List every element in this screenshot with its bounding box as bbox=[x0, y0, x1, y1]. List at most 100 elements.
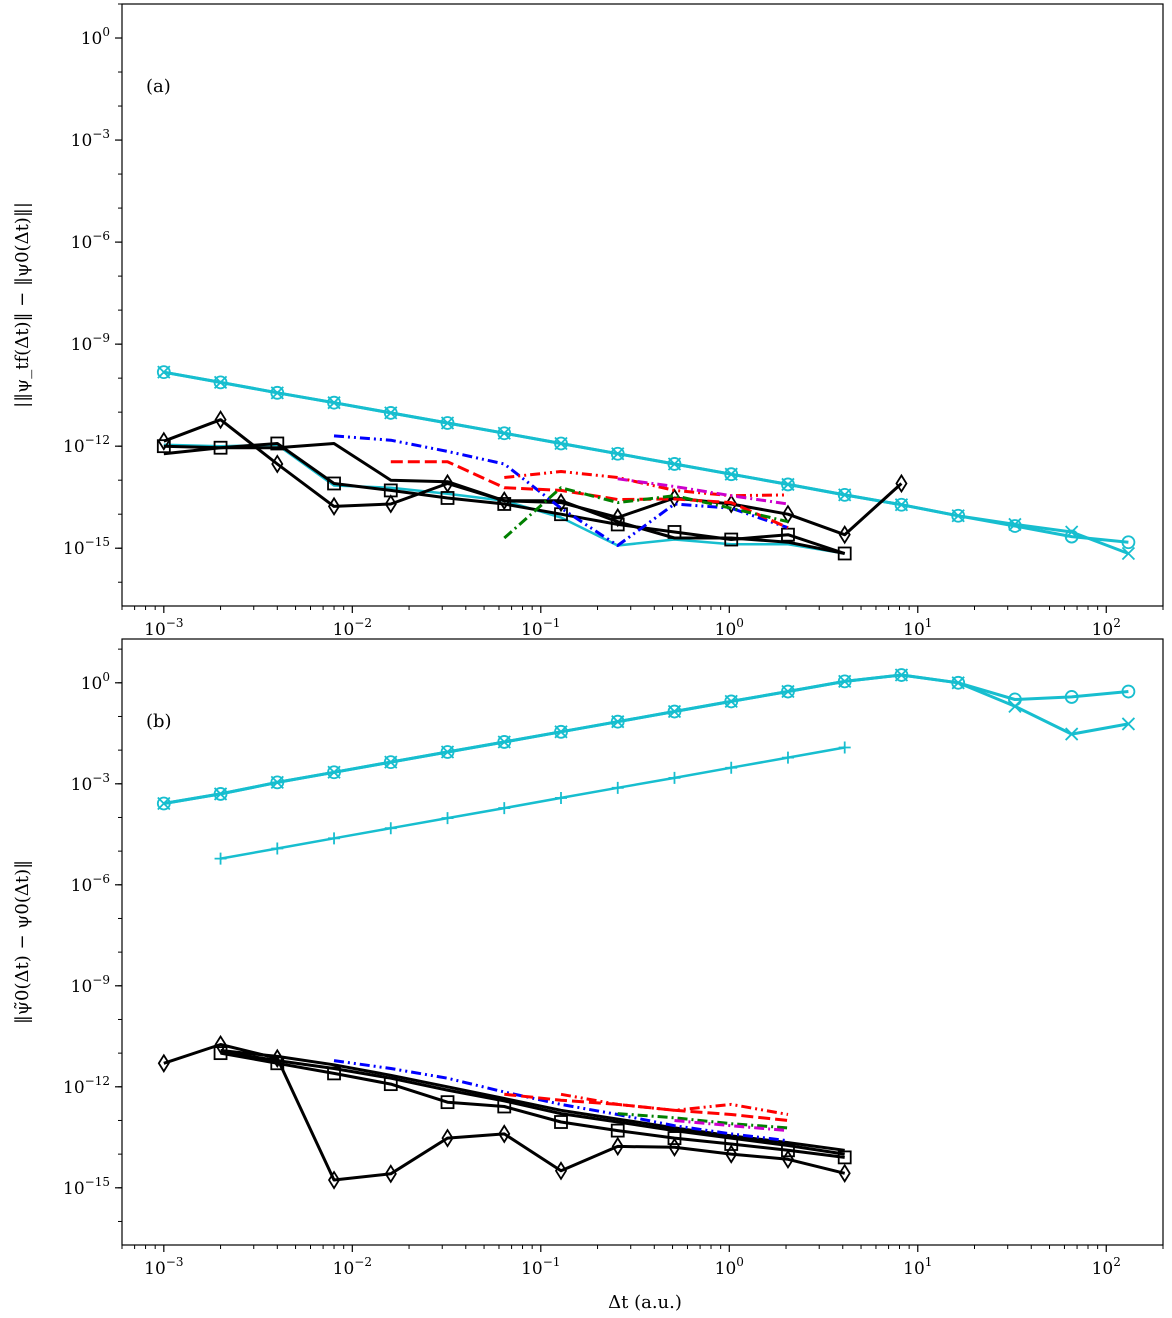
data-point bbox=[384, 755, 398, 769]
data-point bbox=[1121, 684, 1136, 699]
panel-label: (a) bbox=[146, 76, 171, 97]
y-tick-label: 10−12 bbox=[63, 1074, 110, 1098]
data-point bbox=[213, 787, 228, 801]
series-line bbox=[333, 1059, 789, 1143]
data-point bbox=[724, 694, 738, 709]
data-point bbox=[1121, 535, 1136, 550]
data-point bbox=[383, 483, 398, 498]
data-point bbox=[214, 410, 227, 430]
x-tick-label: 10−1 bbox=[521, 1255, 560, 1279]
series-line bbox=[163, 1043, 846, 1182]
data-point bbox=[554, 1161, 568, 1181]
data-point bbox=[667, 704, 682, 719]
y-tick-label: 10−15 bbox=[63, 535, 110, 559]
x-tick-label: 102 bbox=[1092, 1255, 1121, 1279]
data-point bbox=[157, 365, 171, 379]
data-point bbox=[440, 491, 455, 505]
data-point bbox=[498, 1124, 511, 1144]
x-tick-label: 10−2 bbox=[333, 616, 372, 640]
data-point bbox=[555, 791, 568, 804]
data-point bbox=[213, 375, 228, 390]
series-line bbox=[617, 1112, 789, 1130]
data-point bbox=[1064, 690, 1079, 704]
series-line bbox=[163, 370, 1129, 555]
series-line bbox=[220, 1051, 845, 1159]
y-tick-label: 10−15 bbox=[63, 1175, 110, 1199]
y-tick-label: 10−12 bbox=[63, 433, 110, 457]
data-point bbox=[327, 1170, 341, 1190]
data-point bbox=[611, 715, 625, 729]
series-line bbox=[504, 470, 789, 498]
data-point bbox=[781, 504, 795, 524]
data-point bbox=[554, 1115, 568, 1129]
data-point bbox=[838, 488, 852, 502]
panel-b: 10−3 10−2 10−1 100 101 102 100 10−3 10−6 10−9 10−1… bbox=[12, 638, 1164, 1279]
data-point bbox=[157, 1053, 170, 1073]
data-point bbox=[327, 396, 341, 410]
data-point bbox=[724, 467, 738, 481]
data-point bbox=[781, 751, 794, 764]
series-line bbox=[617, 477, 789, 506]
data-point bbox=[441, 1128, 454, 1148]
data-point bbox=[327, 476, 341, 491]
data-point bbox=[725, 1144, 738, 1164]
series-line bbox=[163, 673, 1129, 805]
data-point bbox=[668, 771, 681, 784]
data-point bbox=[1065, 727, 1079, 741]
data-point bbox=[384, 822, 397, 835]
data-point bbox=[327, 765, 341, 779]
x-tick-label: 10−1 bbox=[521, 616, 560, 640]
data-point bbox=[270, 436, 285, 451]
series-line bbox=[560, 1092, 789, 1116]
x-tick-label: 101 bbox=[903, 616, 932, 640]
data-point bbox=[781, 684, 795, 699]
y-tick-label: 10−9 bbox=[71, 973, 110, 997]
data-point bbox=[270, 386, 284, 400]
series-line bbox=[220, 746, 845, 860]
data-point bbox=[497, 426, 511, 440]
data-point bbox=[1065, 525, 1079, 539]
data-point bbox=[1121, 546, 1136, 561]
data-point bbox=[838, 741, 851, 754]
y-axis-label: |‖ψ_tf(Δt)‖ − ‖ψ0(Δt)‖| bbox=[12, 202, 33, 408]
data-point bbox=[895, 473, 908, 494]
data-point bbox=[611, 781, 624, 794]
data-point bbox=[271, 454, 284, 474]
data-point bbox=[1008, 699, 1022, 713]
y-tick-label: 100 bbox=[81, 670, 110, 694]
panel-a: 10−3 10−2 10−1 100 101 102 100 10−3 10−6 10−9 10−1… bbox=[12, 3, 1164, 640]
y-tick-label: 10−6 bbox=[71, 229, 110, 253]
x-axis-label: Δt (a.u.) bbox=[608, 1292, 682, 1313]
series-line bbox=[220, 1050, 845, 1156]
y-tick-label: 100 bbox=[81, 25, 110, 49]
data-point bbox=[497, 735, 511, 749]
data-point bbox=[157, 431, 170, 451]
data-point bbox=[554, 436, 568, 451]
data-point bbox=[611, 1136, 624, 1157]
data-point bbox=[384, 1164, 397, 1184]
data-point bbox=[781, 527, 795, 542]
data-point bbox=[327, 496, 341, 517]
data-point bbox=[725, 761, 738, 774]
x-tick-label: 102 bbox=[1092, 616, 1121, 640]
data-point bbox=[838, 524, 851, 545]
plot-frame bbox=[121, 3, 1164, 607]
data-point bbox=[611, 447, 625, 461]
data-point bbox=[894, 668, 909, 682]
data-point bbox=[497, 497, 512, 511]
data-point bbox=[214, 852, 227, 865]
data-point bbox=[838, 674, 852, 689]
x-tick-label: 10−3 bbox=[144, 616, 183, 640]
data-point bbox=[440, 1095, 455, 1110]
data-point bbox=[837, 1150, 852, 1165]
data-point bbox=[384, 494, 397, 514]
data-point bbox=[384, 406, 398, 420]
series-line bbox=[163, 442, 845, 555]
y-tick-label: 10−6 bbox=[71, 872, 110, 896]
data-point bbox=[1008, 517, 1022, 532]
series-line bbox=[503, 486, 789, 540]
data-point bbox=[271, 842, 284, 855]
data-point bbox=[554, 725, 568, 739]
plot-frame bbox=[121, 638, 1164, 1246]
data-point bbox=[157, 796, 171, 811]
